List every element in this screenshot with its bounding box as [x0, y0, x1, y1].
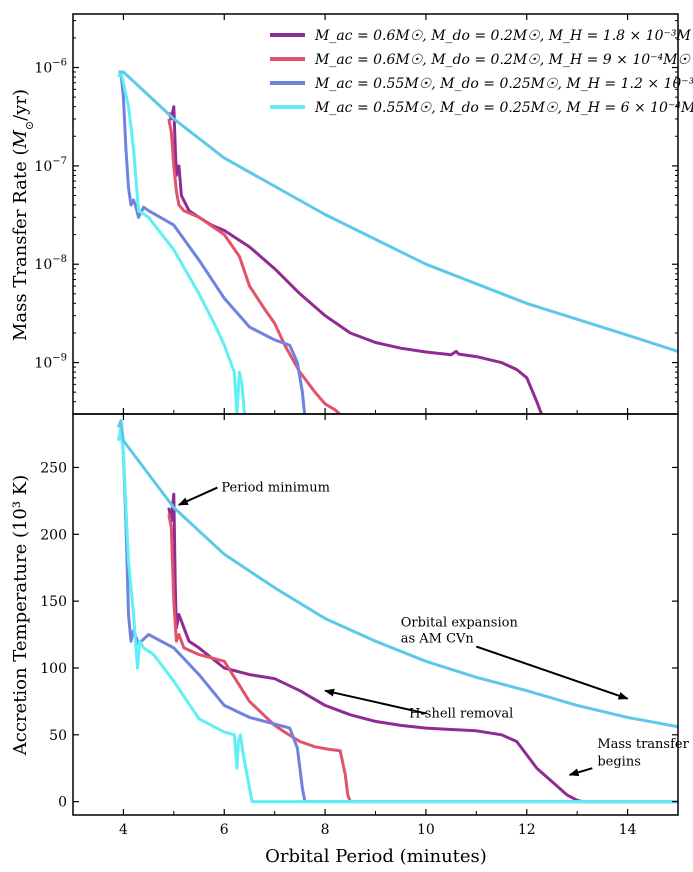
top-series-line-2 — [167, 118, 342, 414]
annotation-arrow — [476, 645, 629, 700]
annotation-arrow — [177, 486, 218, 506]
annotation-label: Mass transfer — [597, 737, 689, 752]
accretion-temperature-frame — [72, 413, 679, 816]
tick-exponent: −9 — [52, 353, 67, 364]
legend-entry-label: M_ac = 0.55M☉, M_do = 0.25M☉, M_H = 6 × … — [314, 100, 693, 116]
top-y-tick-label: 10−6 — [34, 58, 67, 77]
x-tick-label: 14 — [619, 822, 637, 838]
top-series-line-5 — [118, 70, 678, 353]
bottom-y-tick-label: 50 — [49, 728, 67, 744]
annotation-arrow — [568, 767, 593, 777]
annotation-label: Orbital expansion — [401, 616, 519, 631]
top-y-tick-label: 10−8 — [34, 254, 67, 273]
mass-transfer-y-label: Mass Transfer Rate (M⊙/yr) — [10, 89, 36, 341]
tick-exponent: −6 — [52, 58, 67, 69]
top-series-line-3 — [119, 71, 307, 414]
bottom-y-tick-label: 250 — [40, 460, 67, 476]
bottom-y-tick-label: 200 — [40, 527, 67, 543]
mass-transfer-series-group — [117, 70, 678, 414]
tick-base: 10 — [34, 61, 52, 77]
annotation-arrow — [324, 688, 427, 715]
accretion-temperature-series-group — [116, 419, 678, 804]
bottom-series-line-5 — [116, 419, 678, 729]
bottom-series-line-1 — [167, 492, 678, 804]
legend-entry-label: M_ac = 0.6M☉, M_do = 0.2M☉, M_H = 1.8 × … — [314, 28, 693, 44]
top-series-line-4 — [117, 70, 246, 414]
legend-entry-label: M_ac = 0.6M☉, M_do = 0.2M☉, M_H = 9 × 10… — [314, 52, 691, 68]
tick-base: 10 — [34, 257, 52, 273]
bottom-series-line-4 — [116, 425, 678, 804]
annotation-label: Period minimum — [221, 481, 330, 496]
bottom-y-tick-label: 0 — [58, 795, 67, 811]
top-y-tick-label: 10−7 — [34, 156, 67, 175]
tick-base: 10 — [34, 159, 52, 175]
top-series-line-1 — [167, 105, 544, 414]
tick-exponent: −8 — [52, 254, 67, 265]
x-axis-ticks: 4 6 8 10 12 14 — [72, 14, 679, 838]
x-axis-label: Orbital Period (minutes) — [265, 846, 487, 867]
x-tick-label: 12 — [518, 822, 536, 838]
tick-base: 10 — [34, 356, 52, 372]
annotation-label: H-shell removal — [409, 706, 513, 721]
mass-transfer-frame — [72, 13, 679, 415]
legend-entry-label: M_ac = 0.55M☉, M_do = 0.25M☉, M_H = 1.2 … — [314, 76, 693, 92]
top-y-tick-label: 10−9 — [34, 353, 67, 372]
x-tick-label: 4 — [119, 822, 128, 838]
accretion-temperature-y-ticks: 0 50 100 150 200 250 — [40, 460, 678, 811]
legend: M_ac = 0.6M☉, M_do = 0.2M☉, M_H = 1.8 × … — [270, 28, 693, 116]
x-tick-label: 10 — [417, 822, 435, 838]
x-tick-label: 6 — [220, 822, 229, 838]
x-tick-label: 8 — [321, 822, 330, 838]
bottom-y-tick-label: 150 — [40, 594, 67, 610]
tick-exponent: −7 — [52, 156, 67, 167]
bottom-series-line-3 — [119, 427, 678, 804]
annotation-label: begins — [597, 755, 641, 770]
bottom-y-tick-label: 100 — [40, 661, 67, 677]
accretion-temperature-panel: 0 50 100 150 200 250 Accretion Temperature (1… — [10, 419, 690, 811]
annotation-label: as AM CVn — [401, 632, 475, 647]
accretion-temperature-y-label: Accretion Temperature (10³ K) — [10, 475, 31, 757]
